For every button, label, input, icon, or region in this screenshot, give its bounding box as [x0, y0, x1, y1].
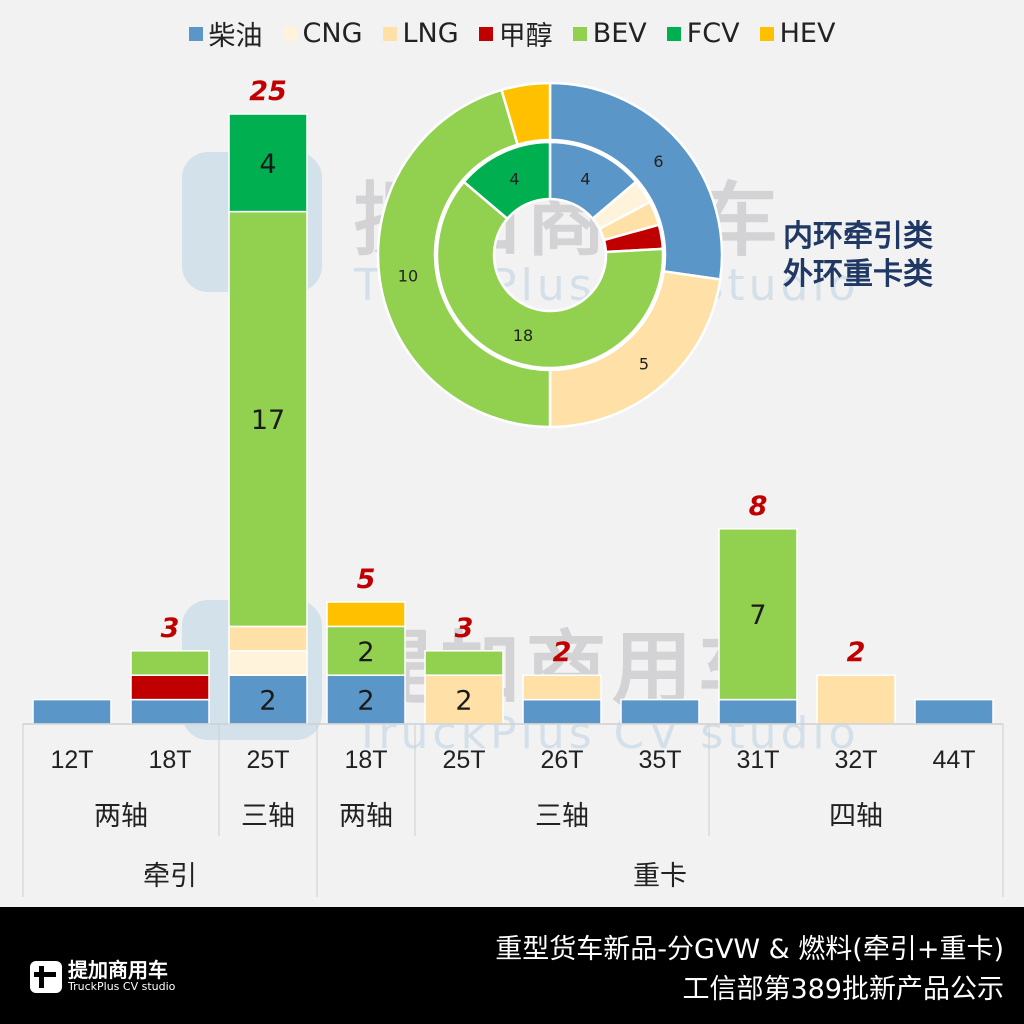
- ring-note-inner: 内环牵引类: [783, 219, 933, 254]
- bar-segment-label: 17: [251, 405, 285, 436]
- bar-segment: [228, 650, 308, 676]
- bar-segment: [130, 698, 210, 725]
- bar-segment-label: 2: [357, 637, 374, 668]
- type-group-label: 重卡: [633, 861, 687, 892]
- x-tick-label: 35T: [638, 746, 681, 774]
- bar-segment: [620, 698, 700, 725]
- inner-ring-label: 4: [580, 169, 590, 188]
- legend-swatch: [572, 26, 587, 41]
- bar-segment: [32, 698, 112, 725]
- bar-segment: [718, 698, 798, 725]
- bar-total-label: 25: [249, 76, 287, 107]
- bar-total-label: 8: [749, 491, 768, 522]
- legend-item: FCV: [666, 14, 740, 53]
- bar-segment: [228, 113, 308, 213]
- legend-item: BEV: [572, 14, 647, 53]
- legend-swatch: [759, 26, 774, 41]
- bar-segment: [914, 698, 994, 725]
- outer-ring-label: 10: [398, 266, 418, 285]
- bar-total-label: 3: [161, 613, 180, 644]
- ring-note: 内环牵引类 外环重卡类: [783, 218, 933, 294]
- outer-ring-label: 5: [639, 354, 649, 373]
- axle-group-label: 两轴: [94, 801, 148, 832]
- bar-segment-label: 2: [259, 686, 276, 717]
- bar-segment: [326, 601, 406, 628]
- legend-label: HEV: [779, 18, 836, 49]
- bar-total-label: 2: [553, 637, 572, 668]
- chart-legend: 柴油 CNG LNG 甲醇 BEV FCV HEV: [0, 14, 1024, 53]
- bar-total-label: 2: [847, 637, 866, 668]
- bar-segment: [130, 650, 210, 676]
- x-tick-label: 18T: [344, 746, 387, 774]
- outer-ring-label: 6: [653, 152, 663, 171]
- bar-total-label: 5: [357, 564, 376, 595]
- brand-logo-icon: [30, 961, 62, 993]
- x-tick-label: 26T: [540, 746, 583, 774]
- x-tick-label: 12T: [50, 746, 93, 774]
- x-tick-label: 18T: [148, 746, 191, 774]
- ring-note-outer: 外环重卡类: [783, 257, 933, 292]
- bar-segment: [326, 625, 406, 676]
- bar-segment-label: 4: [259, 149, 276, 180]
- legend-label: 甲醇: [498, 21, 553, 52]
- x-tick-label: 32T: [834, 746, 877, 774]
- brand-sub: TruckPlus CV studio: [68, 980, 176, 993]
- axle-group-label: 三轴: [241, 801, 295, 832]
- footer-bar: 重型货车新品-分GVW & 燃料(牵引+重卡) 工信部第389批新产品公示: [0, 907, 1024, 1024]
- legend-label: 柴油: [208, 21, 263, 52]
- inner-ring-slice: [435, 180, 665, 370]
- legend-item: 柴油: [188, 14, 263, 53]
- bar-segment: [130, 674, 210, 701]
- axle-group-label: 三轴: [535, 801, 589, 832]
- x-tick-label: 25T: [442, 746, 485, 774]
- bar-segment-label: 2: [357, 686, 374, 717]
- x-tick-label: 44T: [932, 746, 975, 774]
- legend-swatch: [478, 26, 493, 41]
- outer-ring-slice: [499, 81, 552, 147]
- inner-ring-slice: [462, 140, 552, 221]
- brand-name: 提加商用车: [68, 958, 168, 982]
- inner-ring-label: 18: [513, 326, 533, 345]
- bar-segment: [522, 674, 602, 701]
- bar-segment: [718, 528, 798, 701]
- legend-swatch: [282, 26, 297, 41]
- legend-swatch: [382, 26, 397, 41]
- footer-subtitle: 工信部第389批新产品公示: [682, 974, 1004, 1005]
- legend-item: HEV: [759, 14, 836, 53]
- footer-title: 重型货车新品-分GVW & 燃料(牵引+重卡): [495, 934, 1004, 965]
- legend-swatch: [666, 26, 681, 41]
- legend-label: BEV: [592, 18, 647, 49]
- x-tick-label: 25T: [246, 746, 289, 774]
- axle-group-label: 四轴: [829, 801, 883, 832]
- bar-segment-label: 2: [455, 686, 472, 717]
- bar-segment: [816, 674, 896, 725]
- bar-segment: [522, 698, 602, 725]
- bar-segment: [424, 674, 504, 725]
- legend-label: FCV: [686, 18, 740, 49]
- bar-segment: [228, 210, 308, 628]
- bar-segment: [326, 674, 406, 725]
- bar-segment: [424, 650, 504, 676]
- type-group-label: 牵引: [143, 861, 197, 892]
- legend-item: CNG: [282, 14, 363, 53]
- legend-label: CNG: [302, 18, 363, 49]
- bar-total-label: 3: [455, 613, 474, 644]
- bar-segment-label: 7: [749, 600, 766, 631]
- legend-label: LNG: [402, 18, 459, 49]
- bar-segment: [228, 625, 308, 652]
- axle-group-label: 两轴: [339, 801, 393, 832]
- legend-item: 甲醇: [478, 14, 553, 53]
- bar-segment: [228, 674, 308, 725]
- legend-swatch: [188, 26, 203, 41]
- legend-item: LNG: [382, 14, 459, 53]
- brand-logo: 提加商用车 TruckPlus CV studio: [30, 960, 175, 994]
- outer-ring-slice: [376, 88, 552, 429]
- x-tick-label: 31T: [736, 746, 779, 774]
- inner-ring-label: 4: [509, 169, 519, 188]
